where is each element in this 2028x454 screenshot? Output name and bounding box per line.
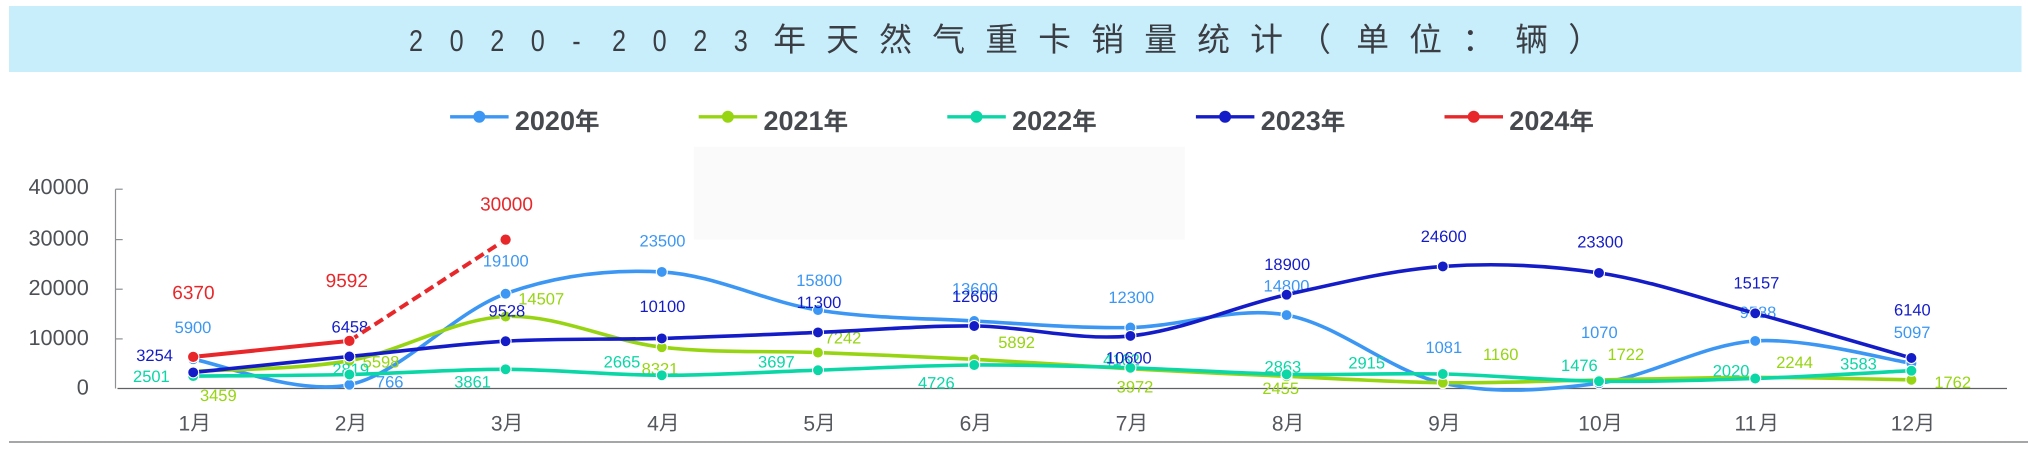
svg-text:766: 766 bbox=[376, 373, 404, 391]
svg-text:2020: 2020 bbox=[1713, 363, 1750, 381]
svg-text:2: 2 bbox=[409, 25, 423, 58]
svg-text:3459: 3459 bbox=[200, 387, 237, 405]
svg-text:1: 1 bbox=[179, 413, 191, 436]
svg-text:4: 4 bbox=[647, 413, 659, 436]
svg-text:2020: 2020 bbox=[515, 106, 575, 136]
svg-text:5900: 5900 bbox=[175, 319, 212, 337]
svg-text:3972: 3972 bbox=[1117, 378, 1154, 396]
svg-text:10100: 10100 bbox=[639, 298, 685, 316]
svg-text:24600: 24600 bbox=[1421, 228, 1467, 246]
svg-text:2: 2 bbox=[612, 25, 626, 58]
svg-text:0: 0 bbox=[450, 25, 464, 58]
svg-text:7: 7 bbox=[1116, 413, 1128, 436]
svg-text:2: 2 bbox=[335, 413, 347, 436]
svg-text:12300: 12300 bbox=[1108, 289, 1154, 307]
svg-text:5892: 5892 bbox=[998, 334, 1035, 352]
svg-text:2244: 2244 bbox=[1776, 354, 1813, 372]
svg-text:6140: 6140 bbox=[1894, 302, 1931, 320]
svg-text:-: - bbox=[572, 25, 580, 58]
svg-text:30000: 30000 bbox=[28, 226, 88, 251]
svg-text:9: 9 bbox=[1428, 413, 1440, 436]
svg-text:5097: 5097 bbox=[1894, 324, 1931, 342]
svg-text:23500: 23500 bbox=[640, 233, 686, 251]
svg-text:3697: 3697 bbox=[758, 354, 795, 372]
svg-text:1762: 1762 bbox=[1934, 374, 1971, 392]
svg-text:2455: 2455 bbox=[1262, 380, 1299, 398]
svg-text:2501: 2501 bbox=[133, 368, 170, 386]
svg-text:3861: 3861 bbox=[454, 373, 491, 391]
svg-text:9528: 9528 bbox=[489, 303, 526, 321]
svg-text:6370: 6370 bbox=[172, 283, 214, 304]
svg-text:11300: 11300 bbox=[797, 294, 842, 312]
svg-text:1160: 1160 bbox=[1483, 346, 1518, 364]
svg-text:13600: 13600 bbox=[952, 280, 998, 298]
svg-text:5: 5 bbox=[803, 413, 815, 436]
svg-text:10600: 10600 bbox=[1106, 350, 1152, 368]
svg-text:23300: 23300 bbox=[1577, 233, 1623, 251]
svg-text:3: 3 bbox=[734, 25, 748, 58]
svg-text:10: 10 bbox=[1578, 413, 1601, 436]
svg-text:2: 2 bbox=[490, 25, 504, 58]
svg-text:1081: 1081 bbox=[1425, 339, 1462, 357]
svg-text:3254: 3254 bbox=[136, 347, 173, 365]
svg-text:7242: 7242 bbox=[825, 329, 862, 347]
svg-text:2022: 2022 bbox=[1012, 106, 1072, 136]
svg-text:5598: 5598 bbox=[363, 353, 400, 371]
svg-text:2024: 2024 bbox=[1509, 106, 1569, 136]
svg-text:0: 0 bbox=[531, 25, 545, 58]
svg-text:12: 12 bbox=[1891, 413, 1914, 436]
svg-text:2: 2 bbox=[693, 25, 707, 58]
svg-text:2665: 2665 bbox=[604, 354, 641, 372]
svg-text:9592: 9592 bbox=[326, 271, 368, 292]
svg-text:0: 0 bbox=[77, 374, 89, 399]
svg-text:0: 0 bbox=[653, 25, 667, 58]
svg-text:11: 11 bbox=[1735, 413, 1757, 436]
svg-text:4726: 4726 bbox=[918, 375, 955, 393]
svg-text:12600: 12600 bbox=[952, 288, 998, 306]
svg-text:8: 8 bbox=[1272, 413, 1284, 436]
svg-text:6458: 6458 bbox=[332, 318, 369, 336]
svg-text:1070: 1070 bbox=[1581, 324, 1618, 342]
svg-text:10000: 10000 bbox=[28, 325, 88, 350]
svg-text:14507: 14507 bbox=[518, 291, 564, 309]
svg-text:3: 3 bbox=[491, 413, 503, 436]
svg-text:30000: 30000 bbox=[480, 195, 533, 216]
svg-text:2021: 2021 bbox=[764, 106, 824, 136]
svg-text:18900: 18900 bbox=[1264, 256, 1310, 274]
svg-text:1722: 1722 bbox=[1607, 346, 1644, 364]
svg-text:19100: 19100 bbox=[483, 253, 529, 271]
svg-text:6: 6 bbox=[960, 413, 972, 436]
svg-text:15800: 15800 bbox=[796, 272, 842, 290]
svg-text:2023: 2023 bbox=[1261, 106, 1321, 136]
svg-text:20000: 20000 bbox=[28, 275, 88, 300]
svg-text:40000: 40000 bbox=[28, 174, 88, 199]
svg-text:3583: 3583 bbox=[1840, 355, 1877, 373]
svg-text:15157: 15157 bbox=[1733, 274, 1779, 292]
svg-text:1476: 1476 bbox=[1561, 357, 1598, 375]
svg-text:2915: 2915 bbox=[1348, 355, 1385, 373]
